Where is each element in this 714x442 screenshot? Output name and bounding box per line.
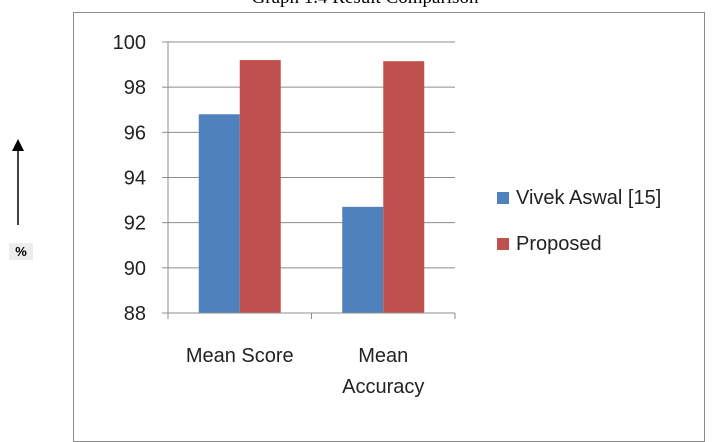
y-tick-label: 92 <box>124 213 146 235</box>
bar-proposed <box>383 61 425 314</box>
x-tick-label: Mean Accuracy <box>342 345 424 398</box>
axes <box>162 41 456 319</box>
y-tick-label: 96 <box>124 122 146 144</box>
bar-proposed <box>239 60 281 313</box>
y-tick-label: 90 <box>124 258 146 280</box>
tick-labels: 88 90 92 94 96 98 100 Mean Score Mean Accuracy <box>113 32 425 398</box>
legend-item-vivek-aswal: Vivek Aswal [15] <box>497 186 661 210</box>
bar-chart: 88 90 92 94 96 98 100 Mean Score Mean Accuracy <box>113 32 456 398</box>
y-axis-label: % <box>9 243 33 260</box>
up-arrow-icon <box>12 139 24 225</box>
chart-title: Graph 1.4 Result Comparison <box>175 0 555 9</box>
y-tick-label: 94 <box>124 168 146 190</box>
y-tick-label: 98 <box>124 77 146 99</box>
legend-swatch <box>497 238 509 250</box>
legend-item-proposed: Proposed <box>497 232 602 256</box>
x-tick-label: Mean Score <box>186 345 294 367</box>
bar-vivek-aswal-15 <box>342 206 384 313</box>
legend-label: Vivek Aswal [15] <box>516 186 662 209</box>
legend-swatch <box>497 192 509 204</box>
bar-vivek-aswal-15 <box>198 114 240 314</box>
y-tick-label: 88 <box>124 303 146 325</box>
legend-label: Proposed <box>516 232 602 255</box>
y-tick-label: 100 <box>113 32 146 54</box>
bars <box>198 60 425 314</box>
